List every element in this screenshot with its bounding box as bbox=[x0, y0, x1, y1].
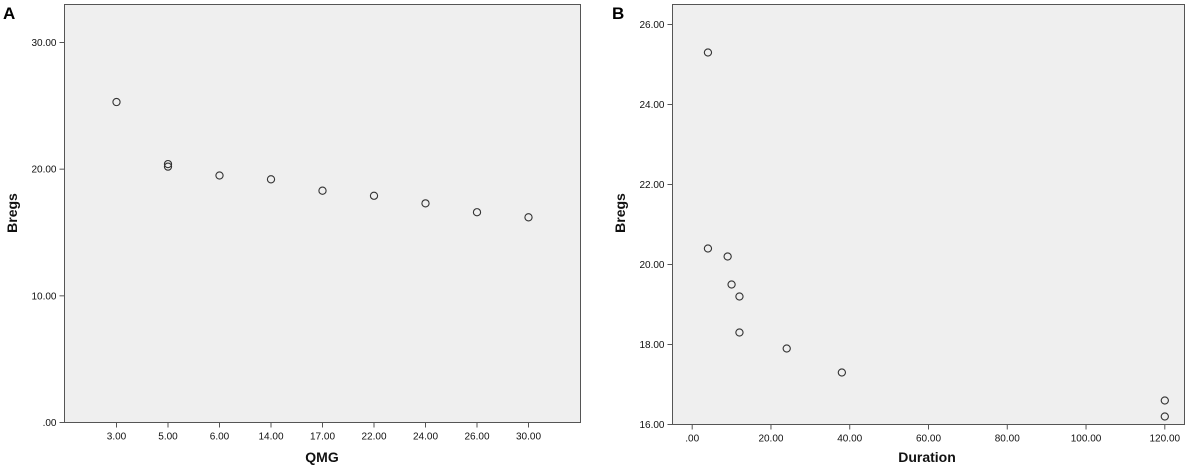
panel-a-xtick-label: 3.00 bbox=[107, 432, 127, 443]
panel-a-data-point bbox=[163, 162, 173, 171]
panel-a-ytick-label: 10.00 bbox=[31, 291, 56, 302]
panel-a-ytick-label: .00 bbox=[43, 418, 57, 429]
panel-a-data-point bbox=[163, 159, 173, 169]
panel-a: A QMG Bregs .00 10.00 20.00 30.00 3.00 5.00 6.… bbox=[3, 4, 581, 465]
panel-b: B Duration Bregs 16.00 18.00 20.00 22.00 24.… bbox=[612, 4, 1185, 465]
panel-a-xtick-label: 22.00 bbox=[361, 432, 386, 443]
panel-b-letter: B bbox=[612, 4, 624, 23]
panel-a-xtick-label: 14.00 bbox=[258, 432, 283, 443]
panel-a-ytick-label: 30.00 bbox=[31, 38, 56, 49]
panel-a-plot-area bbox=[64, 4, 581, 423]
panel-b-data-point bbox=[703, 48, 713, 57]
panel-b-data-point bbox=[703, 244, 713, 253]
panel-a-x-axis-title: QMG bbox=[305, 449, 339, 465]
panel-b-xtick-label: 80.00 bbox=[995, 434, 1020, 445]
panel-a-xtick-label: 5.00 bbox=[158, 432, 178, 443]
panel-b-ytick-label: 20.00 bbox=[639, 260, 664, 271]
panel-b-data-point bbox=[1160, 412, 1169, 421]
panel-a-data-point bbox=[215, 171, 224, 180]
panel-a-xtick-label: 26.00 bbox=[464, 432, 489, 443]
panel-b-xtick-label: .00 bbox=[685, 434, 699, 445]
panel-a-data-point bbox=[112, 97, 121, 107]
panel-a-data-point bbox=[266, 175, 276, 184]
panel-b-ytick-label: 22.00 bbox=[639, 180, 664, 191]
panel-b-xtick-label: 60.00 bbox=[916, 434, 941, 445]
panel-a-data-point bbox=[318, 186, 327, 195]
panel-b-data-point bbox=[735, 328, 744, 337]
panel-b-ticks: 16.00 18.00 20.00 22.00 24.00 26.00 .00 20.00 40… bbox=[639, 20, 1180, 445]
panel-a-data-point bbox=[472, 208, 482, 217]
panel-a-xtick-label: 17.00 bbox=[310, 432, 335, 443]
panel-b-ytick-label: 16.00 bbox=[639, 420, 664, 431]
panel-b-data-point bbox=[735, 292, 744, 301]
panel-b-data-point bbox=[837, 368, 847, 377]
panel-b-data-point bbox=[782, 344, 791, 353]
panel-b-xtick-label: 120.00 bbox=[1150, 434, 1181, 445]
panel-a-xtick-label: 30.00 bbox=[516, 432, 541, 443]
panel-b-data-point bbox=[727, 280, 736, 289]
panel-a-ytick-label: 20.00 bbox=[31, 165, 56, 176]
panel-a-points bbox=[112, 97, 533, 222]
panel-b-points bbox=[703, 48, 1169, 421]
panel-a-letter: A bbox=[3, 4, 15, 23]
panel-a-ticks: .00 10.00 20.00 30.00 3.00 5.00 6.00 14.00 17.00… bbox=[31, 38, 541, 443]
panel-b-x-axis-title: Duration bbox=[898, 449, 956, 465]
panel-b-ytick-label: 24.00 bbox=[639, 100, 664, 111]
panel-a-data-point bbox=[524, 213, 533, 222]
panel-a-data-point bbox=[369, 191, 379, 200]
panel-a-data-point bbox=[421, 199, 430, 208]
panel-a-y-axis-title: Bregs bbox=[4, 193, 20, 233]
panel-b-xtick-label: 20.00 bbox=[758, 434, 783, 445]
panel-a-xtick-label: 24.00 bbox=[413, 432, 438, 443]
panel-b-data-point bbox=[723, 252, 732, 261]
panel-b-ytick-label: 18.00 bbox=[639, 340, 664, 351]
panel-b-ytick-label: 26.00 bbox=[639, 20, 664, 31]
panel-a-xtick-label: 6.00 bbox=[210, 432, 230, 443]
panel-b-xtick-label: 100.00 bbox=[1071, 434, 1102, 445]
panel-b-xtick-label: 40.00 bbox=[837, 434, 862, 445]
panel-b-data-point bbox=[1160, 396, 1169, 405]
panel-b-y-axis-title: Bregs bbox=[612, 193, 628, 233]
panel-b-plot-area bbox=[672, 4, 1185, 425]
